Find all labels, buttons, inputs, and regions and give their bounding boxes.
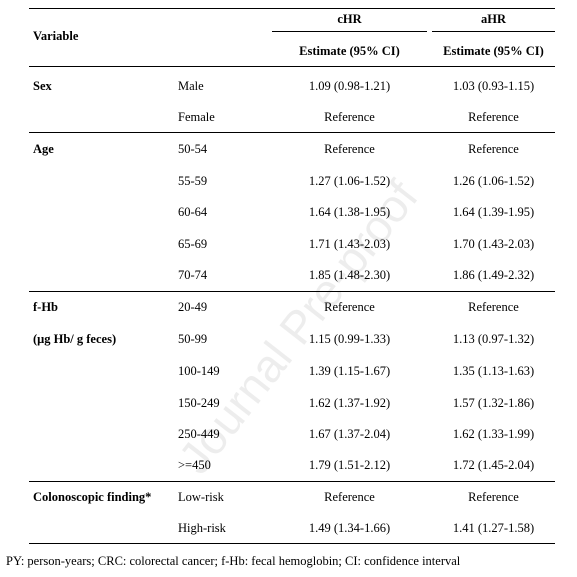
row-ahr: 1.62 (1.33-1.99) [452, 427, 535, 441]
row-level: 50-99 [178, 332, 208, 346]
row-chr: 1.79 (1.51-2.12) [308, 458, 391, 472]
chr-header-rule [272, 31, 427, 32]
row-chr: 1.62 (1.37-1.92) [308, 396, 391, 410]
row-level: Female [178, 110, 215, 124]
row-variable: (μg Hb/ g feces) [33, 332, 117, 346]
table-footnote: PY: person-years; CRC: colorectal cancer… [6, 554, 461, 568]
row-ahr: Reference [468, 110, 519, 124]
row-level: 250-449 [178, 427, 220, 441]
header-estimate-chr: Estimate (95% CI) [299, 44, 400, 58]
row-chr: 1.64 (1.38-1.95) [308, 205, 391, 219]
row-chr: 1.39 (1.15-1.67) [308, 364, 391, 378]
row-level: 55-59 [178, 174, 208, 188]
row-chr: 1.09 (0.98-1.21) [308, 79, 391, 93]
row-level: Male [178, 79, 204, 93]
row-level: 65-69 [178, 237, 208, 251]
row-chr: 1.71 (1.43-2.03) [308, 237, 391, 251]
row-ahr: 1.03 (0.93-1.15) [452, 79, 535, 93]
ahr-header-rule [432, 31, 555, 32]
row-ahr: 1.86 (1.49-2.32) [452, 268, 535, 282]
row-variable: Sex [33, 79, 52, 93]
header-ahr: aHR [481, 12, 506, 26]
row-ahr: 1.26 (1.06-1.52) [452, 174, 535, 188]
row-ahr: 1.41 (1.27-1.58) [452, 521, 535, 535]
row-chr: Reference [324, 300, 375, 314]
row-ahr: 1.72 (1.45-2.04) [452, 458, 535, 472]
row-level: 60-64 [178, 205, 208, 219]
header-chr: cHR [337, 12, 362, 26]
row-level: 50-54 [178, 142, 208, 156]
row-chr: Reference [324, 110, 375, 124]
row-ahr: 1.13 (0.97-1.32) [452, 332, 535, 346]
row-level: 150-249 [178, 396, 220, 410]
header-bottom-rule [29, 66, 555, 67]
table-bottom-rule [29, 543, 555, 544]
row-variable: f-Hb [33, 300, 58, 314]
row-variable: Colonoscopic finding* [33, 490, 152, 504]
row-chr: Reference [324, 490, 375, 504]
row-level: 20-49 [178, 300, 208, 314]
row-level: >=450 [178, 458, 211, 472]
row-level: 70-74 [178, 268, 208, 282]
row-ahr: 1.57 (1.32-1.86) [452, 396, 535, 410]
row-level: High-risk [178, 521, 226, 535]
age-section-rule [29, 291, 555, 292]
row-chr: 1.49 (1.34-1.66) [308, 521, 391, 535]
row-chr: 1.85 (1.48-2.30) [308, 268, 391, 282]
row-chr: Reference [324, 142, 375, 156]
row-level: 100-149 [178, 364, 220, 378]
row-chr: 1.27 (1.06-1.52) [308, 174, 391, 188]
row-ahr: Reference [468, 142, 519, 156]
row-ahr: Reference [468, 300, 519, 314]
row-variable: Age [33, 142, 54, 156]
table-top-rule [29, 8, 555, 9]
sex-section-rule [29, 132, 555, 133]
row-ahr: 1.35 (1.13-1.63) [452, 364, 535, 378]
row-chr: 1.15 (0.99-1.33) [308, 332, 391, 346]
header-estimate-ahr: Estimate (95% CI) [443, 44, 544, 58]
row-level: Low-risk [178, 490, 224, 504]
row-ahr: Reference [468, 490, 519, 504]
row-ahr: 1.70 (1.43-2.03) [452, 237, 535, 251]
fhb-section-rule [29, 481, 555, 482]
row-chr: 1.67 (1.37-2.04) [308, 427, 391, 441]
header-variable: Variable [33, 29, 79, 43]
row-ahr: 1.64 (1.39-1.95) [452, 205, 535, 219]
